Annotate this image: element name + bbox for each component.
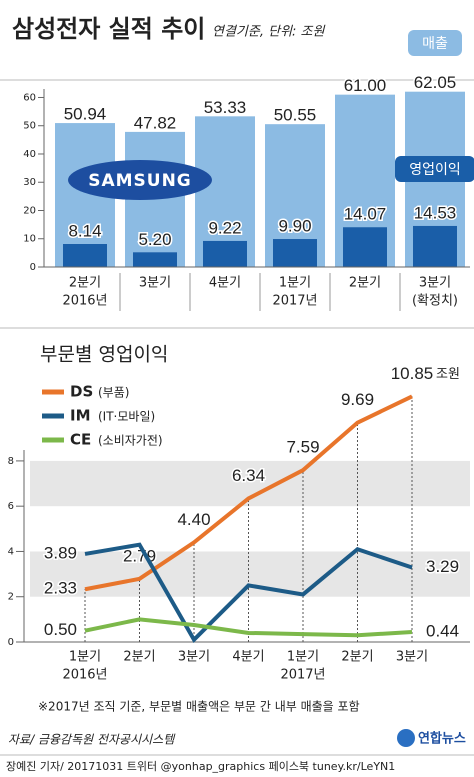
value-label: 9.22	[208, 218, 241, 237]
value-label: 9.69	[341, 390, 374, 409]
y-tick-label: 6	[8, 501, 14, 512]
legend-label: 영업이익	[409, 162, 461, 178]
x-tick-label: 3분기	[178, 650, 210, 665]
value-label: 2.33	[44, 579, 77, 598]
y-tick-label: 10	[23, 234, 36, 245]
value-label: 10.85	[391, 364, 434, 383]
value-label: 3.29	[426, 557, 459, 576]
x-tick-label: 2분기	[123, 650, 155, 665]
source: 자료/ 금융감독원 전자공시시스템	[8, 733, 176, 747]
credit: 장예진 기자/ 20171031 트위터 @yonhap_graphics 페이…	[6, 760, 395, 773]
x-tick-sublabel: 2016년	[62, 294, 107, 309]
profit-bar	[63, 244, 107, 267]
value-label: 50.94	[64, 105, 107, 124]
x-tick-label: 4분기	[209, 276, 241, 291]
x-tick-label: 3분기	[419, 276, 451, 291]
x-tick-label: 4분기	[232, 650, 264, 665]
value-label: 61.00	[344, 76, 387, 95]
legend-box	[395, 156, 474, 182]
legend-description: (소비자가전)	[98, 434, 163, 448]
profit-bar	[343, 227, 387, 267]
x-tick-label: 2분기	[69, 276, 101, 291]
value-label: 5.20	[138, 230, 171, 249]
footnote: ※2017년 조직 기준, 부문별 매출액은 부문 간 내부 매출을 포함	[38, 700, 360, 714]
agency-icon	[397, 729, 415, 747]
x-tick-label: 1분기	[69, 650, 101, 665]
value-label: 6.34	[232, 466, 265, 485]
x-tick-label: 3분기	[139, 276, 171, 291]
x-tick-label: 2분기	[341, 650, 373, 665]
legend-label: DS	[70, 383, 93, 401]
chart-title: 부문별 영업이익	[40, 344, 168, 366]
samsung-logo	[68, 160, 212, 200]
samsung-logo-text: SAMSUNG	[88, 171, 192, 191]
legend-label: CE	[70, 431, 91, 449]
y-tick-label: 20	[23, 205, 36, 216]
x-tick-label: 3분기	[396, 650, 428, 665]
value-label: 47.82	[134, 113, 177, 132]
legend-label: 매출	[422, 36, 448, 52]
y-tick-label: 0	[30, 262, 36, 273]
title: 삼성전자 실적 추이	[12, 15, 205, 43]
series-line	[84, 542, 413, 643]
value-label: 0.50	[44, 620, 77, 639]
y-tick-label: 4	[8, 546, 14, 557]
profit-bar	[413, 225, 457, 267]
band	[30, 551, 470, 597]
subtitle: 연결기준, 단위: 조원	[212, 25, 325, 40]
value-label: 4.40	[177, 510, 210, 529]
legend-label: IM	[70, 407, 91, 425]
value-label: 8.14	[68, 221, 101, 240]
profit-bar	[203, 240, 247, 267]
series-line	[84, 394, 413, 592]
value-label: 7.59	[286, 438, 319, 457]
x-tick-sublabel: (확정치)	[412, 294, 458, 309]
x-tick-label: 2분기	[349, 276, 381, 291]
legend-description: (IT·모바일)	[98, 410, 155, 424]
y-tick-label: 0	[8, 637, 14, 648]
y-tick-label: 60	[23, 92, 36, 103]
y-tick-label: 30	[23, 177, 36, 188]
legend-description: (부품)	[98, 386, 129, 400]
y-tick-label: 40	[23, 149, 36, 160]
agency: 연합뉴스	[418, 731, 466, 747]
value-label: 3.89	[44, 543, 77, 562]
profit-bar	[133, 252, 177, 267]
value-label: 62.05	[414, 73, 457, 92]
x-tick-label: 1분기	[287, 650, 319, 665]
y-tick-label: 2	[8, 592, 14, 603]
value-label: 14.53	[414, 203, 457, 222]
y-tick-label: 8	[8, 456, 14, 467]
x-tick-sublabel: 2016년	[62, 668, 107, 683]
x-tick-sublabel: 2017년	[280, 668, 325, 683]
series-line	[84, 617, 413, 638]
x-tick-label: 1분기	[279, 276, 311, 291]
legend-box	[408, 30, 462, 56]
unit-label: 조원	[436, 367, 460, 382]
value-label: 0.44	[426, 622, 459, 641]
profit-bar	[273, 239, 317, 267]
y-tick-label: 50	[23, 121, 36, 132]
value-label: 14.07	[344, 205, 387, 224]
x-tick-sublabel: 2017년	[272, 294, 317, 309]
value-label: 50.55	[274, 106, 317, 125]
value-label: 9.90	[278, 217, 311, 236]
value-label: 53.33	[204, 98, 247, 117]
